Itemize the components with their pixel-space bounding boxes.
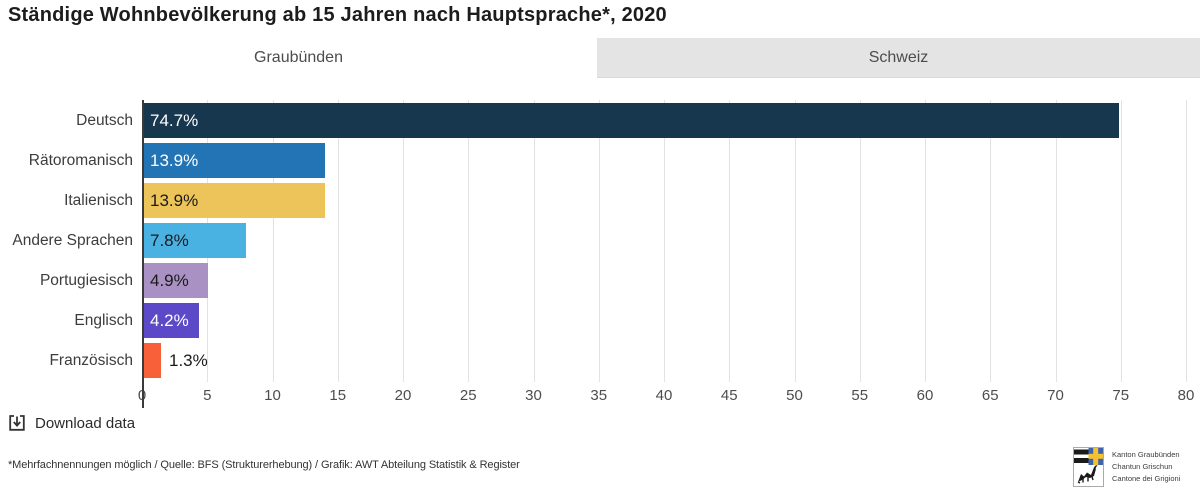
x-tick-label: 80 — [1177, 387, 1195, 404]
bar[interactable] — [144, 223, 246, 258]
x-tick-label: 10 — [264, 387, 281, 404]
bar-value-label: 13.9% — [150, 151, 199, 170]
bar-value-label: 74.7% — [150, 111, 199, 130]
x-tick-label: 65 — [981, 387, 999, 404]
category-label: Italienisch — [64, 192, 133, 209]
category-label: Französisch — [49, 352, 133, 369]
bar-value-label: 13.9% — [150, 191, 199, 210]
x-tick-label: 75 — [1112, 387, 1130, 404]
tab-graubuenden[interactable]: Graubünden — [0, 38, 597, 78]
grid-line — [468, 100, 470, 382]
bar[interactable] — [144, 303, 199, 338]
x-tick-label: 20 — [394, 387, 412, 404]
logo-line-rm: Chantun Grischun — [1112, 462, 1173, 471]
logo-line-it: Cantone dei Grigioni — [1112, 474, 1181, 483]
grid-line — [794, 100, 796, 382]
grid-line — [1186, 100, 1187, 382]
bar-value-label: 4.9% — [150, 271, 189, 290]
x-axis-zero-line — [142, 100, 144, 408]
x-tick-label: 70 — [1047, 387, 1064, 404]
tab-schweiz[interactable]: Schweiz — [597, 38, 1200, 78]
canton-logo-text: Kanton Graubünden Chantun Grischun Canto… — [1112, 449, 1180, 485]
grid-line — [1055, 100, 1057, 382]
bar[interactable] — [144, 143, 325, 178]
x-tick-label: 55 — [851, 387, 869, 404]
bar[interactable] — [144, 343, 161, 378]
download-data-button[interactable]: Download data — [8, 414, 135, 432]
x-tick-label: 15 — [329, 387, 347, 404]
tab-graubuenden-label: Graubünden — [254, 49, 343, 66]
x-tick-label: 50 — [786, 387, 803, 404]
source-footnote: *Mehrfachnennungen möglich / Quelle: BFS… — [8, 459, 520, 471]
region-tabbar: Graubünden Schweiz — [0, 38, 1200, 78]
x-tick-label: 25 — [459, 387, 477, 404]
bar-value-label: 4.2% — [150, 311, 189, 330]
category-label: Andere Sprachen — [12, 232, 133, 249]
x-tick-label: 60 — [916, 387, 934, 404]
grid-line — [925, 100, 926, 382]
grid-line — [664, 100, 665, 382]
bar-chart: 05101520253035404550556065707580Deutsch7… — [0, 95, 1200, 415]
grid-line — [859, 100, 861, 382]
category-label: Portugiesisch — [39, 272, 133, 289]
grid-line — [403, 100, 404, 382]
x-tick-label: 35 — [590, 387, 608, 404]
bar-value-label: 1.3% — [169, 351, 208, 370]
x-tick-label: 40 — [655, 387, 673, 404]
bar-value-label: 7.8% — [150, 231, 189, 250]
canton-coat-of-arms-icon — [1073, 447, 1104, 487]
download-icon — [8, 414, 26, 432]
x-tick-label: 5 — [203, 387, 212, 404]
download-label: Download data — [35, 414, 136, 432]
grid-line — [337, 100, 339, 382]
canton-logo: Kanton Graubünden Chantun Grischun Canto… — [1073, 447, 1180, 487]
logo-line-de: Kanton Graubünden — [1112, 450, 1180, 459]
bar[interactable] — [144, 103, 1119, 138]
category-label: Rätoromanisch — [28, 152, 133, 169]
category-label: Englisch — [74, 312, 133, 329]
page-title: Ständige Wohnbevölkerung ab 15 Jahren na… — [8, 4, 667, 26]
grid-line — [990, 100, 992, 382]
category-label: Deutsch — [76, 112, 133, 129]
grid-line — [598, 100, 600, 382]
grid-line — [533, 100, 535, 382]
x-tick-label: 30 — [525, 387, 542, 404]
grid-line — [272, 100, 274, 382]
grid-line — [729, 100, 731, 382]
bar[interactable] — [144, 263, 208, 298]
tab-schweiz-label: Schweiz — [868, 48, 929, 66]
grid-line — [1120, 100, 1122, 382]
bar[interactable] — [144, 183, 325, 218]
x-tick-label: 45 — [720, 387, 738, 404]
